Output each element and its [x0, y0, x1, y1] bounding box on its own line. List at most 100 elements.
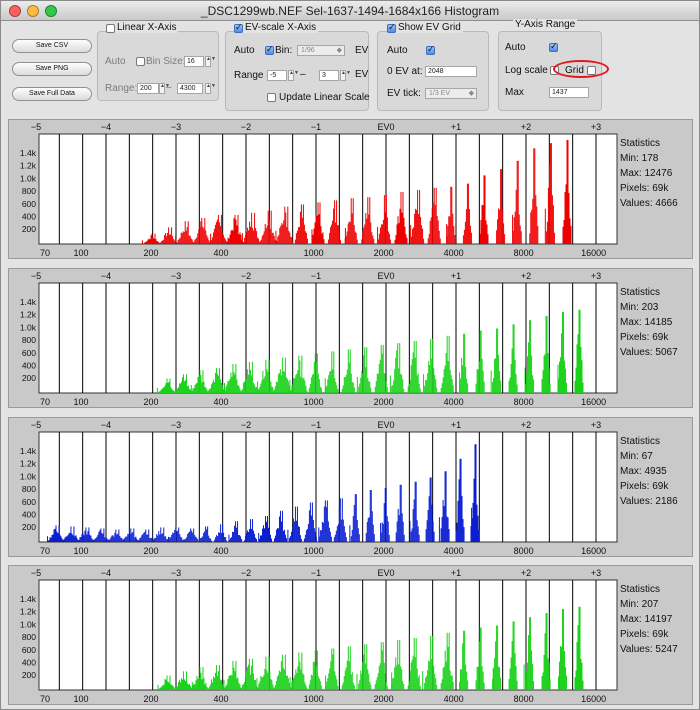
ev-range-min-field[interactable]: -5 — [267, 70, 287, 81]
y-tick-label: 1.2k — [20, 161, 37, 171]
histogram-cluster — [374, 642, 388, 690]
zoom-window-icon[interactable] — [45, 5, 57, 17]
histogram-cluster — [294, 204, 308, 244]
ev-scale-x-axis-checkbox[interactable] — [234, 22, 243, 33]
ev-scale-x-axis-title: EV-scale X-Axis — [243, 22, 319, 33]
y-tick-label: 200 — [22, 670, 36, 680]
ev-range-label: Range — [234, 70, 264, 81]
histogram-cluster — [341, 646, 355, 690]
x-tick-label: 2000 — [374, 248, 394, 258]
histogram-cluster — [558, 608, 568, 690]
histogram-cluster — [156, 378, 176, 393]
histogram-cluster — [496, 169, 506, 244]
linear-range-max-stepper[interactable]: ▲▼ — [205, 83, 216, 94]
bin-size-stepper[interactable]: ▲▼ — [205, 56, 216, 67]
y-tick-label: 1.0k — [20, 322, 37, 332]
y-tick-label: 1.2k — [20, 459, 37, 469]
histogram-cluster — [544, 143, 555, 244]
histogram-cluster — [303, 502, 317, 542]
update-linear-scale-checkbox[interactable] — [267, 93, 276, 102]
ev-grid-auto-checkbox[interactable] — [426, 44, 435, 55]
ev-range-max-stepper[interactable]: ▲▼ — [340, 70, 351, 81]
x-tick-label: 8000 — [514, 397, 534, 407]
linear-x-axis-checkbox[interactable] — [106, 24, 115, 33]
histogram-cluster — [407, 341, 421, 393]
save-csv-button[interactable]: Save CSV — [12, 39, 92, 53]
save-png-button[interactable]: Save PNG — [12, 62, 92, 76]
stat-min: Min: 203 — [620, 302, 659, 313]
ev-tick-label: +2 — [521, 568, 531, 578]
ev-range-max-field[interactable]: 3 — [319, 70, 339, 81]
histogram-cluster — [524, 320, 535, 393]
histogram-cluster — [356, 644, 372, 690]
ev-tick-select[interactable]: 1/3 EV ◆ — [425, 88, 477, 99]
bin-size-checkbox[interactable] — [136, 57, 145, 66]
histogram-cluster — [380, 487, 390, 542]
y-tick-label: 400 — [22, 361, 36, 371]
linear-range-min-field[interactable]: 200 — [137, 83, 159, 94]
zero-ev-field[interactable]: 2048 — [425, 66, 477, 77]
chevron-down-icon: ◆ — [336, 47, 342, 54]
x-tick-label: 1000 — [304, 397, 324, 407]
histogram-cluster — [409, 481, 420, 542]
x-tick-label: 16000 — [581, 694, 606, 704]
histogram-cluster — [427, 187, 441, 244]
ev-tick-label: −2 — [241, 420, 251, 430]
close-window-icon[interactable] — [9, 5, 21, 17]
ev-tick-label: −5 — [31, 420, 41, 430]
linear-range-label: Range: — [105, 83, 138, 94]
histogram-cluster — [508, 621, 518, 690]
histogram-cluster — [425, 477, 435, 542]
ev-grid-auto-label: Auto — [387, 45, 408, 56]
x-tick-label: 8000 — [514, 546, 534, 556]
histogram-cluster — [574, 309, 584, 393]
title-bar[interactable]: _DSC1299wb.NEF Sel-1637-1494-1684x166 Hi… — [1, 1, 699, 21]
y-tick-label: 1.2k — [20, 607, 37, 617]
histogram-cluster — [374, 345, 388, 393]
bin-size-label: Bin Size: — [146, 56, 186, 67]
y-auto-checkbox[interactable] — [549, 41, 558, 52]
histogram-cluster — [174, 374, 192, 393]
x-tick-label: 2000 — [374, 546, 394, 556]
stat-max: Max: 12476 — [620, 168, 673, 179]
stats-title: Statistics — [620, 287, 661, 298]
histogram-cluster — [410, 189, 425, 244]
x-tick-label: 70 — [40, 546, 50, 556]
histogram-cluster — [328, 200, 342, 244]
histogram-cluster — [394, 192, 408, 244]
ev-tick-label: +3 — [591, 122, 601, 132]
histogram-cluster — [492, 625, 502, 690]
ev-tick-label: −4 — [101, 122, 111, 132]
ev-tick-label: −3 — [171, 122, 181, 132]
stat-min: Min: 178 — [620, 153, 659, 164]
ev-tick-label: +1 — [451, 420, 461, 430]
linear-range-max-field[interactable]: 4300 — [177, 83, 203, 94]
ev-tick-label: −1 — [311, 568, 321, 578]
ev-tick-label: −1 — [311, 271, 321, 281]
ev-tick-label: −3 — [171, 568, 181, 578]
ev-range-min-stepper[interactable]: ▲▼ — [288, 70, 299, 81]
y-max-field[interactable]: 1437 — [549, 87, 589, 98]
y-tick-label: 600 — [22, 497, 36, 507]
minimize-window-icon[interactable] — [27, 5, 39, 17]
ev-bin-checkbox[interactable] — [265, 44, 274, 55]
histogram-cluster — [275, 206, 294, 244]
blue-histogram-plot: −5 −4 −3 −2 −1 EV0 +1 +2 +3 1.4k 1.2k 1.0k 800 600 400… — [20, 420, 618, 556]
histogram-cluster — [541, 316, 551, 393]
histogram-cluster — [490, 328, 502, 393]
ev-tick-label: +3 — [591, 271, 601, 281]
histogram-cluster — [175, 221, 194, 244]
show-ev-grid-checkbox[interactable] — [387, 22, 396, 33]
ev-tick-label: −5 — [31, 271, 41, 281]
linear-range-min-stepper[interactable]: ▲▼ — [159, 83, 170, 94]
ev-range-unit: EV — [355, 69, 369, 80]
bin-size-field[interactable]: 16 — [184, 56, 204, 67]
histogram-panels: −5 −4 −3 −2 −1 EV0 +1 +2 +3 1.4k 1.2k 1.0k 800 600 400… — [1, 117, 699, 709]
histogram-cluster — [190, 370, 209, 393]
ev-tick-label: −2 — [241, 271, 251, 281]
save-full-data-button[interactable]: Save Full Data — [12, 87, 92, 101]
ev-bin-select[interactable]: 1/96 ◆ — [297, 45, 345, 56]
red-histogram-panel: −5 −4 −3 −2 −1 EV0 +1 +2 +3 1.4k 1.2k 1.0k 800 600 400… — [8, 119, 693, 259]
histogram-cluster — [256, 656, 275, 690]
